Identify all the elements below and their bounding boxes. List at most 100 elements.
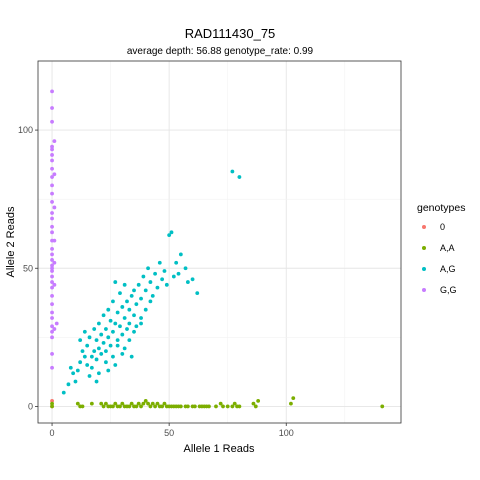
data-point xyxy=(73,379,78,384)
data-point xyxy=(50,404,54,409)
data-point xyxy=(218,401,223,406)
data-point xyxy=(237,404,242,409)
data-point xyxy=(50,230,54,235)
data-point xyxy=(118,324,122,329)
data-point xyxy=(221,404,225,409)
data-point xyxy=(50,324,54,329)
legend-label: A,G xyxy=(440,264,456,274)
data-point xyxy=(169,230,174,235)
data-point xyxy=(87,335,92,340)
data-point xyxy=(99,352,104,356)
data-point xyxy=(113,401,118,406)
data-point xyxy=(251,401,256,406)
data-point xyxy=(96,346,101,351)
data-point xyxy=(120,401,125,406)
data-point xyxy=(113,363,118,367)
data-point xyxy=(127,338,132,342)
data-point xyxy=(50,144,54,149)
data-point xyxy=(291,396,296,401)
data-point xyxy=(256,398,261,403)
data-point xyxy=(89,354,94,359)
data-point xyxy=(50,183,54,188)
legend: genotypes 0 A,A A,G G,G xyxy=(417,202,465,295)
data-point xyxy=(75,368,80,373)
legend-items: 0 A,A A,G G,G xyxy=(422,222,457,295)
data-point xyxy=(225,404,230,409)
data-point xyxy=(162,269,167,273)
grid-lines xyxy=(38,60,401,423)
data-point xyxy=(85,363,90,367)
data-point xyxy=(78,360,83,365)
data-point xyxy=(50,335,54,340)
data-point xyxy=(178,404,183,409)
data-point xyxy=(52,238,57,243)
data-point xyxy=(195,291,200,296)
data-point xyxy=(232,401,237,406)
data-point xyxy=(50,211,54,215)
data-point xyxy=(87,374,92,378)
data-point xyxy=(139,404,143,409)
data-point xyxy=(162,401,167,406)
data-point xyxy=(50,158,54,163)
data-point xyxy=(50,352,54,356)
data-point xyxy=(50,329,54,334)
data-point xyxy=(237,175,242,179)
data-point xyxy=(141,401,146,406)
data-point xyxy=(104,401,108,406)
data-point xyxy=(61,390,66,395)
data-point xyxy=(230,169,235,174)
legend-key xyxy=(422,288,426,292)
data-point xyxy=(50,153,54,157)
data-point xyxy=(50,263,54,268)
data-point xyxy=(129,354,134,359)
data-point xyxy=(150,401,155,406)
data-point xyxy=(92,349,97,354)
data-point xyxy=(80,349,85,354)
data-point xyxy=(111,299,115,304)
data-point xyxy=(134,324,139,329)
data-point xyxy=(141,274,146,279)
data-point xyxy=(92,327,97,331)
data-point xyxy=(50,316,54,320)
data-point xyxy=(143,288,148,293)
data-point xyxy=(120,305,125,309)
data-point xyxy=(50,252,54,257)
data-point xyxy=(108,318,113,323)
data-point xyxy=(52,282,57,287)
data-point xyxy=(111,354,115,359)
data-point xyxy=(122,282,127,287)
data-point xyxy=(127,307,132,312)
data-point xyxy=(132,288,136,293)
data-point xyxy=(106,368,111,373)
data-point xyxy=(50,247,54,251)
data-point xyxy=(94,379,99,384)
data-point xyxy=(66,382,71,387)
data-point xyxy=(99,332,104,337)
legend-title: genotypes xyxy=(417,202,465,214)
data-point xyxy=(134,302,139,307)
data-point xyxy=(52,260,57,265)
data-point xyxy=(174,260,179,265)
data-point xyxy=(50,293,54,298)
legend-key xyxy=(422,267,426,271)
chart-subtitle: average depth: 56.88 genotype_rate: 0.99 xyxy=(127,46,314,57)
data-point xyxy=(115,338,120,342)
data-point xyxy=(132,329,136,334)
data-point xyxy=(193,404,197,409)
data-point xyxy=(148,280,153,284)
data-point xyxy=(139,296,143,301)
plot-panel xyxy=(38,61,401,423)
data-point xyxy=(230,404,235,409)
data-point xyxy=(101,340,106,345)
data-point xyxy=(50,119,54,124)
data-point xyxy=(50,258,54,262)
x-axis-ticks: 0 50 100 xyxy=(50,423,294,438)
data-point xyxy=(82,354,87,359)
plot-border xyxy=(37,60,402,424)
data-point xyxy=(52,172,57,177)
data-point xyxy=(185,280,190,284)
legend-key xyxy=(422,225,426,229)
data-point xyxy=(85,343,90,348)
data-point xyxy=(113,321,118,326)
